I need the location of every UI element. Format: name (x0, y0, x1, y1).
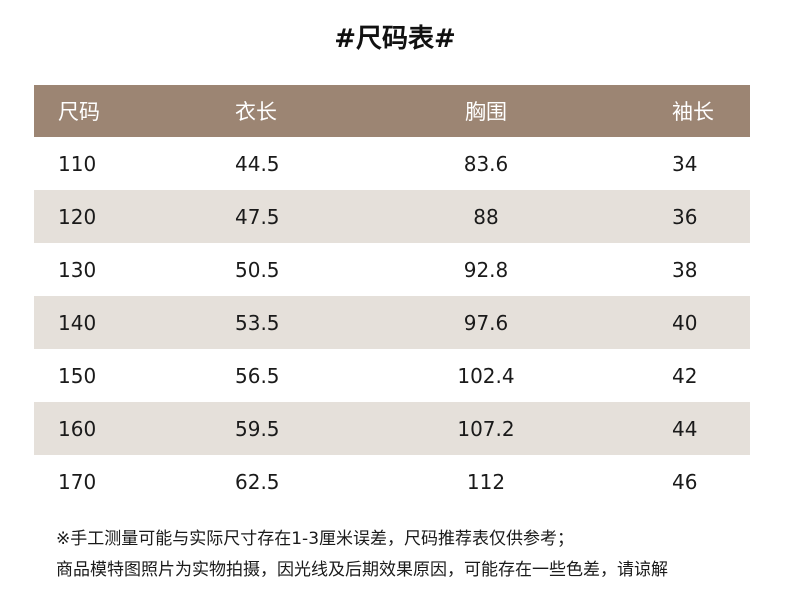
table-row: 160 59.5 107.2 44 (34, 402, 750, 455)
page-title: #尺码表# (334, 24, 456, 54)
header-sleeve: 袖长 (672, 100, 714, 124)
table-row: 150 56.5 102.4 42 (34, 349, 750, 402)
cell-sleeve: 46 (672, 469, 698, 494)
cell-size: 160 (58, 416, 97, 441)
cell-sleeve: 40 (672, 310, 698, 335)
cell-length: 50.5 (235, 257, 280, 282)
cell-sleeve: 44 (672, 416, 698, 441)
cell-length: 47.5 (235, 204, 280, 229)
cell-chest: 92.8 (463, 257, 509, 282)
cell-chest: 88 (473, 204, 499, 229)
cell-length: 59.5 (235, 416, 280, 441)
table-row: 140 53.5 97.6 40 (34, 296, 750, 349)
cell-chest: 83.6 (463, 151, 509, 176)
color-disclaimer-note: 商品模特图照片为实物拍摄，因光线及后期效果原因，可能存在一些色差，请谅解 (56, 560, 668, 580)
table-row: 170 62.5 112 46 (34, 455, 750, 508)
cell-length: 53.5 (235, 310, 280, 335)
cell-sleeve: 36 (672, 204, 698, 229)
header-size: 尺码 (58, 100, 100, 124)
measurement-note: ※手工测量可能与实际尺寸存在1-3厘米误差，尺码推荐表仅供参考； (56, 529, 575, 549)
cell-chest: 97.6 (463, 310, 509, 335)
cell-sleeve: 34 (672, 151, 698, 176)
cell-size: 170 (58, 469, 97, 494)
table-row: 110 44.5 83.6 34 (34, 137, 750, 190)
cell-size: 110 (58, 151, 97, 176)
cell-length: 62.5 (235, 469, 280, 494)
cell-size: 120 (58, 204, 97, 229)
cell-sleeve: 38 (672, 257, 698, 282)
cell-size: 130 (58, 257, 97, 282)
header-length: 衣长 (235, 100, 277, 124)
cell-chest: 112 (466, 469, 506, 494)
cell-length: 44.5 (235, 151, 280, 176)
cell-length: 56.5 (235, 363, 280, 388)
cell-sleeve: 42 (672, 363, 698, 388)
table-row: 120 47.5 88 36 (34, 190, 750, 243)
cell-chest: 102.4 (457, 363, 515, 388)
table-header: 尺码 衣长 胸围 袖长 (34, 85, 750, 137)
cell-chest: 107.2 (457, 416, 515, 441)
cell-size: 140 (58, 310, 97, 335)
cell-size: 150 (58, 363, 97, 388)
table-row: 130 50.5 92.8 38 (34, 243, 750, 296)
header-chest: 胸围 (465, 100, 507, 124)
size-table: 尺码 衣长 胸围 袖长 110 44.5 83.6 34 120 47.5 88… (34, 85, 750, 508)
